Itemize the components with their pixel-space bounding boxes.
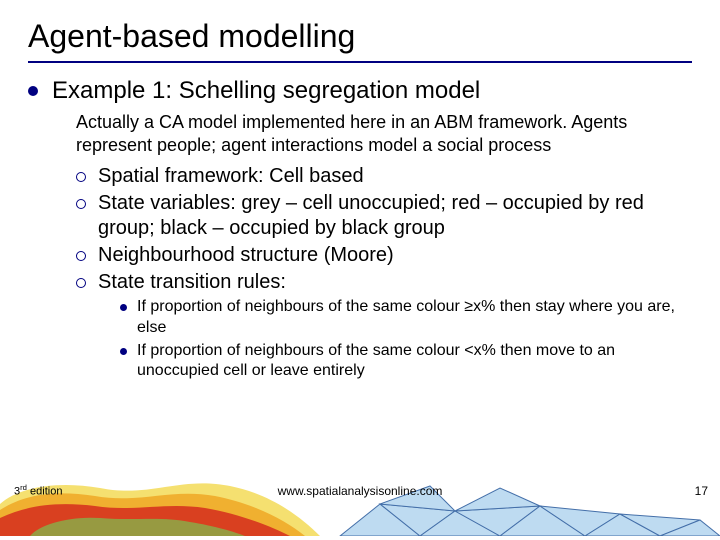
bullet-list-level3: If proportion of neighbours of the same … (120, 297, 692, 382)
disc-bullet-icon (120, 304, 127, 311)
list-item: If proportion of neighbours of the same … (120, 297, 692, 339)
slide-footer: 3rd edition www.spatialanalysisonline.co… (0, 472, 720, 536)
rule-a: If proportion of neighbours of the same … (137, 297, 677, 339)
sub-b: State variables: grey – cell unoccupied;… (98, 191, 692, 241)
list-item: Spatial framework: Cell based (76, 164, 692, 189)
list-item: State variables: grey – cell unoccupied;… (76, 191, 692, 241)
slide: Agent-based modelling Example 1: Schelli… (0, 0, 720, 540)
sub-d: State transition rules: (98, 270, 286, 295)
list-item: Neighbourhood structure (Moore) (76, 243, 692, 268)
sub-a: Spatial framework: Cell based (98, 164, 364, 189)
list-item: Example 1: Schelling segregation model (28, 77, 692, 105)
heading-text: Example 1: Schelling segregation model (52, 77, 480, 105)
circle-bullet-icon (76, 278, 86, 288)
footer-page-number: 17 (695, 484, 708, 498)
circle-bullet-icon (76, 172, 86, 182)
title-rule (28, 61, 692, 63)
circle-bullet-icon (76, 251, 86, 261)
slide-title: Agent-based modelling (28, 18, 692, 55)
paragraph: Actually a CA model implemented here in … (76, 111, 686, 156)
list-item: State transition rules: (76, 270, 692, 295)
bullet-list-level1: Example 1: Schelling segregation model (28, 77, 692, 105)
bullet-list-level2: Spatial framework: Cell based State vari… (76, 164, 692, 295)
footer-url: www.spatialanalysisonline.com (0, 484, 720, 498)
rule-b: If proportion of neighbours of the same … (137, 341, 677, 383)
disc-bullet-icon (120, 348, 127, 355)
disc-bullet-icon (28, 86, 38, 96)
sub-c: Neighbourhood structure (Moore) (98, 243, 394, 268)
circle-bullet-icon (76, 199, 86, 209)
list-item: If proportion of neighbours of the same … (120, 341, 692, 383)
